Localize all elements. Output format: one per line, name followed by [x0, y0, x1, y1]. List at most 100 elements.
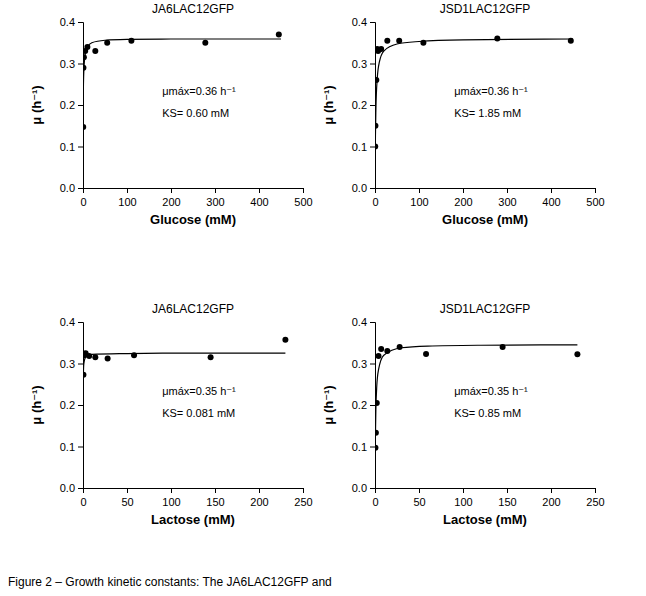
y-axis-title: μ (h⁻¹) [321, 85, 336, 124]
caption: Figure 2 – Growth kinetic constants: The… [8, 575, 332, 589]
y-tick-label: 0.2 [60, 99, 75, 111]
y-axis-line [78, 323, 84, 489]
figure: 01002003004005000.00.10.20.30.4JA6LAC12G… [0, 0, 646, 596]
y-tick: 0.2 [352, 399, 375, 411]
y-tick: 0.4 [352, 16, 375, 28]
data-point [376, 353, 382, 359]
y-tick-mark [78, 364, 83, 365]
x-tick: 250 [294, 488, 312, 508]
x-tick-mark [127, 188, 128, 193]
plot-area [83, 31, 282, 130]
x-tick: 0 [80, 488, 86, 508]
x-tick-label: 150 [206, 496, 224, 508]
y-tick-mark [370, 405, 375, 406]
data-point [375, 445, 378, 451]
x-tick: 300 [498, 188, 516, 208]
y-axis-title: μ (h⁻¹) [321, 385, 336, 424]
x-tick-mark [551, 188, 552, 193]
y-tick: 0.4 [60, 316, 83, 328]
y-tick-label: 0.4 [60, 316, 75, 328]
y-tick-label: 0.2 [352, 399, 367, 411]
annotation: KS= 0.081 mM [162, 407, 235, 419]
x-tick-label: 300 [498, 196, 516, 208]
chart: 01002003004005000.00.10.20.30.4JA6LAC12G… [29, 2, 313, 227]
data-point [208, 354, 214, 360]
x-tick-mark [595, 188, 596, 193]
annotation: μmáx=0.36 h⁻¹ [162, 85, 236, 97]
y-tick-label: 0.4 [60, 16, 75, 28]
y-tick-mark [370, 322, 375, 323]
x-tick-label: 400 [250, 196, 268, 208]
fit-line [375, 345, 577, 434]
y-tick: 0.3 [60, 58, 83, 70]
y-tick: 0.1 [60, 141, 83, 153]
data-point [384, 38, 390, 44]
y-tick-label: 0.1 [352, 441, 367, 453]
y-axis: 0.0 0.1 0.2 0.3 0.4 [60, 16, 84, 194]
y-tick: 0.0 [352, 182, 375, 194]
annotation: KS= 1.85 mM [454, 107, 521, 119]
y-tick-mark [78, 322, 83, 323]
data-point [378, 346, 384, 352]
x-tick: 200 [162, 188, 180, 208]
x-tick: 500 [586, 188, 604, 208]
x-tick-label: 500 [586, 196, 604, 208]
plot-area [375, 36, 574, 156]
x-tick-label: 0 [80, 196, 86, 208]
y-tick-label: 0.0 [352, 482, 367, 494]
x-axis-line [376, 489, 596, 494]
y-tick: 0.0 [60, 482, 83, 494]
y-tick: 0.4 [60, 16, 83, 28]
x-tick-mark [171, 488, 172, 493]
y-axis: 0.00.10.20.30.4 [60, 316, 84, 494]
annotation: μmáx=0.35 h⁻¹ [162, 385, 236, 397]
x-tick-mark [551, 488, 552, 493]
y-tick-mark [370, 447, 375, 448]
y-axis: 0.00.10.20.30.4 [352, 316, 376, 494]
x-axis: 050100150200250 [80, 488, 312, 508]
x-tick: 400 [542, 188, 560, 208]
y-tick: 0.0 [60, 182, 83, 194]
x-tick: 200 [454, 188, 472, 208]
x-tick: 150 [206, 488, 224, 508]
x-tick-mark [215, 188, 216, 193]
x-tick-label: 0 [372, 196, 378, 208]
x-tick-mark [303, 188, 304, 193]
x-tick-mark [419, 188, 420, 193]
y-tick: 0.3 [352, 58, 375, 70]
x-axis: 0 100 200 300 400 500 [80, 188, 312, 208]
x-tick-label: 200 [250, 496, 268, 508]
x-tick-mark [419, 488, 420, 493]
x-tick-label: 100 [118, 196, 136, 208]
x-tick-label: 250 [586, 496, 604, 508]
plot-area [375, 344, 580, 451]
y-tick-label: 0.1 [60, 141, 75, 153]
x-tick: 200 [542, 488, 560, 508]
y-tick-label: 0.3 [352, 358, 367, 370]
x-tick-mark [595, 488, 596, 493]
x-tick: 150 [498, 488, 516, 508]
y-tick-label: 0.2 [60, 399, 75, 411]
y-tick-mark [78, 188, 83, 189]
x-tick-mark [127, 488, 128, 493]
y-tick: 0.1 [352, 141, 375, 153]
y-tick-mark [370, 64, 375, 65]
x-tick: 250 [586, 488, 604, 508]
x-tick-label: 250 [294, 496, 312, 508]
x-tick: 300 [206, 188, 224, 208]
y-tick-label: 0.1 [352, 141, 367, 153]
x-tick-label: 500 [294, 196, 312, 208]
x-tick-label: 200 [542, 496, 560, 508]
x-tick-mark [259, 488, 260, 493]
y-tick-mark [78, 488, 83, 489]
x-tick: 400 [250, 188, 268, 208]
y-tick-mark [370, 105, 375, 106]
x-tick-label: 400 [542, 196, 560, 208]
y-tick-label: 0.1 [60, 441, 75, 453]
y-tick-mark [370, 488, 375, 489]
data-point [128, 38, 134, 44]
x-tick-mark [463, 188, 464, 193]
y-tick: 0.3 [352, 358, 375, 370]
y-tick-mark [78, 147, 83, 148]
x-tick-label: 100 [454, 496, 472, 508]
